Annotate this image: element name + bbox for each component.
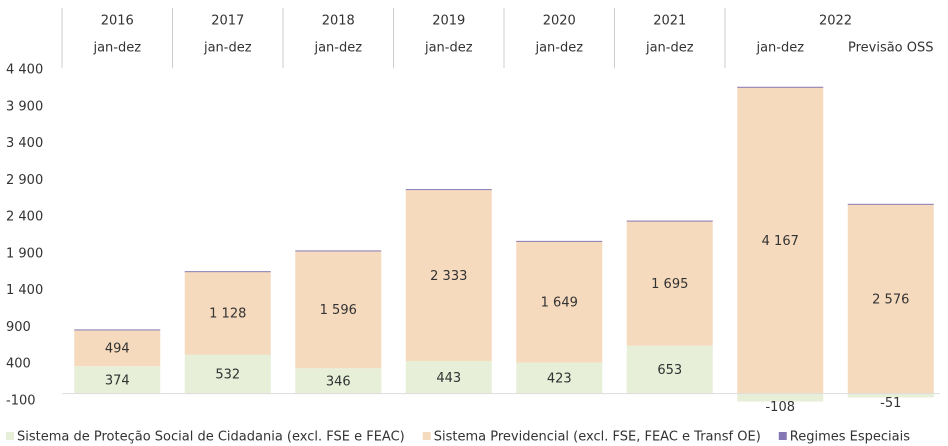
- bar-segment: [184, 354, 271, 394]
- x-tick-label: jan-dez: [92, 41, 141, 56]
- legend-swatch: [422, 432, 431, 440]
- data-label: 346: [326, 374, 351, 389]
- bar-segment: [184, 271, 271, 355]
- y-tick-label: 1 400: [6, 283, 43, 298]
- y-tick-label: 4 400: [6, 63, 43, 78]
- bar-segment: [626, 345, 713, 394]
- year-label: 2017: [211, 14, 244, 29]
- bar-segment: [295, 368, 382, 394]
- year-label: 2022: [819, 14, 852, 29]
- y-tick-label: 1 900: [6, 246, 43, 261]
- data-label: 423: [547, 372, 572, 387]
- year-label: 2019: [432, 14, 465, 29]
- y-tick-label: 2 900: [6, 173, 43, 188]
- x-tick-label: Previsão OSS: [848, 41, 934, 56]
- data-label: 653: [657, 363, 682, 378]
- x-tick-label: jan-dez: [755, 41, 804, 56]
- data-label: 1 649: [541, 295, 578, 310]
- data-label: 494: [105, 341, 130, 356]
- bar-segment: [626, 220, 713, 222]
- y-tick-label: 400: [6, 357, 31, 372]
- data-label: 532: [215, 368, 240, 383]
- data-label: 443: [436, 371, 461, 386]
- bar-segment: [405, 189, 492, 362]
- y-tick-label: 2 400: [6, 210, 43, 225]
- x-tick-label: jan-dez: [203, 41, 252, 56]
- bar-segment: [737, 393, 824, 402]
- year-label: 2016: [101, 14, 134, 29]
- data-label: 2 333: [430, 269, 467, 284]
- data-label: 374: [105, 373, 130, 388]
- year-label: 2020: [543, 14, 576, 29]
- legend-label: Sistema de Proteção Social de Cidadania …: [17, 430, 405, 445]
- bar-segment: [74, 329, 161, 367]
- bar-segment: [405, 361, 492, 394]
- x-tick-label: jan-dez: [424, 41, 473, 56]
- data-label: 1 596: [320, 303, 357, 318]
- bar-segment: [847, 204, 934, 394]
- bar-segment: [516, 362, 603, 394]
- data-label: -51: [880, 396, 901, 411]
- bar-segment: [737, 87, 824, 394]
- legend-swatch: [6, 432, 14, 440]
- bar-segment: [295, 250, 382, 369]
- x-tick-label: jan-dez: [645, 41, 694, 56]
- bar-segment: [516, 240, 603, 242]
- y-tick-label: 900: [6, 320, 31, 335]
- bar-segment: [626, 220, 713, 346]
- x-tick-label: jan-dez: [313, 41, 362, 56]
- legend-label: Regimes Especiais: [790, 430, 910, 445]
- legend-label: Sistema Previdencial (excl. FSE, FEAC e …: [434, 430, 761, 445]
- bar-segment: [295, 250, 382, 252]
- bar-segment: [74, 366, 161, 394]
- bar-segment: [184, 271, 271, 273]
- y-tick-label: -100: [6, 394, 36, 409]
- bar-segment: [74, 329, 161, 331]
- data-label: 1 128: [209, 307, 246, 322]
- x-tick-label: jan-dez: [534, 41, 583, 56]
- data-label: 2 576: [872, 292, 909, 307]
- bar-segment: [847, 393, 934, 398]
- bar-segment: [737, 86, 824, 88]
- data-label: -108: [765, 400, 795, 415]
- bar-segment: [405, 189, 492, 191]
- y-tick-label: 3 900: [6, 99, 43, 114]
- bar-segment: [516, 241, 603, 363]
- y-tick-label: 3 400: [6, 136, 43, 151]
- year-label: 2018: [322, 14, 355, 29]
- bar-segment: [847, 203, 934, 205]
- data-label: 4 167: [762, 234, 799, 249]
- year-label: 2021: [653, 14, 686, 29]
- data-label: 1 695: [651, 277, 688, 292]
- legend-swatch: [778, 432, 787, 440]
